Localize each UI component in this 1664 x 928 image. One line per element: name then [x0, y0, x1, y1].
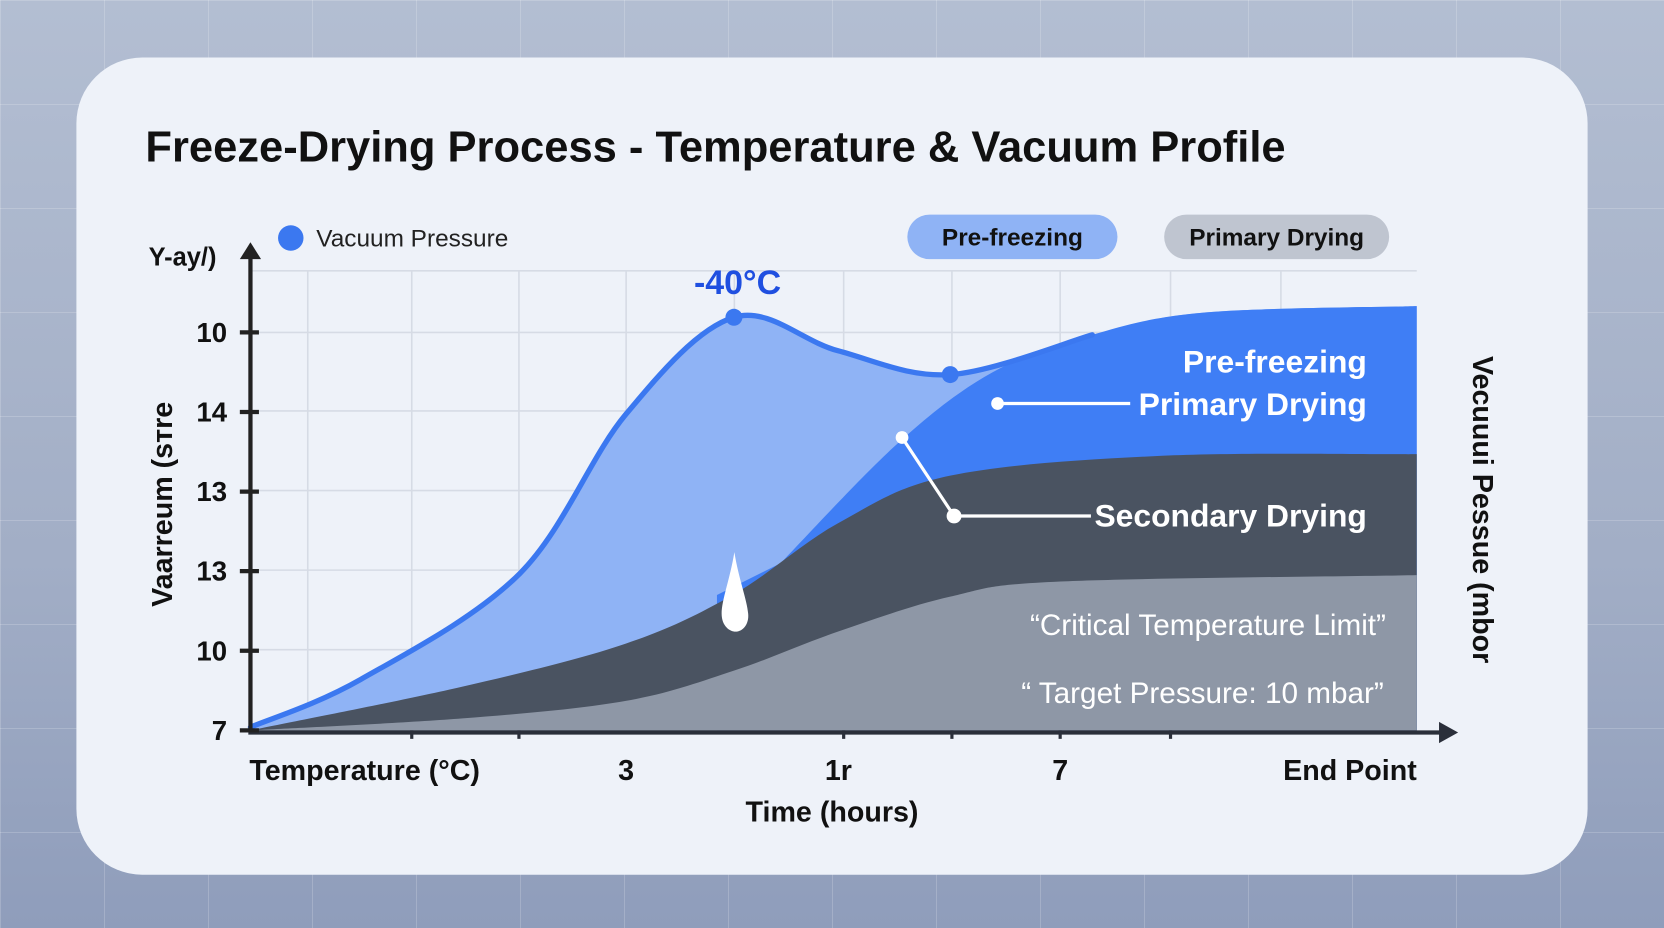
- y-tick-label: 14: [196, 397, 227, 428]
- pill-pre-freezing[interactable]: Pre-freezing: [907, 214, 1118, 260]
- x-tick-label: End Point: [1283, 755, 1417, 787]
- areas: [247, 306, 1417, 731]
- vacuum-pressure-line: [247, 312, 1095, 730]
- x-tick-label: Temperature (°C): [249, 755, 480, 787]
- legend-label: Vacuum Pressure: [316, 225, 508, 252]
- x-axis-label: Time (hours): [746, 797, 919, 829]
- pointer-dot: [991, 397, 1004, 410]
- y-axis-label: Vaarreum (sтre: [147, 402, 179, 607]
- note-target-pressure: “ Target Pressure: 10 mbar”: [1021, 677, 1384, 710]
- note-critical-temperature: “Critical Temperature Limit”: [1030, 609, 1386, 642]
- pointer-dot: [895, 431, 909, 444]
- pointer-dot: [946, 508, 962, 524]
- y-tick-label: 10: [196, 635, 227, 666]
- area-critical-limit: [250, 575, 1417, 731]
- x-axis-arrow-icon: [1439, 721, 1459, 744]
- chart-title: Freeze-Drying Process - Temperature & Va…: [145, 124, 1285, 172]
- band-label: Pre-freezing: [1183, 344, 1367, 380]
- x-tick-label: 1r: [825, 755, 852, 787]
- x-tick-label: 7: [1052, 755, 1068, 787]
- y-ticks: 10 14 13 13 10 7: [196, 317, 1173, 746]
- band-label: Secondary Drying: [1094, 498, 1366, 534]
- y-tick-label: 13: [196, 476, 227, 507]
- y-tick-label: 13: [196, 556, 227, 587]
- data-point: [725, 308, 743, 326]
- band-label: Primary Drying: [1139, 386, 1367, 422]
- pill-primary-drying[interactable]: Primary Drying: [1164, 214, 1390, 260]
- x-tick-label: 3: [618, 755, 634, 787]
- pill-label: Primary Drying: [1189, 224, 1364, 251]
- y-tick-label: 7: [212, 715, 227, 746]
- y-axis-arrow-icon: [239, 242, 262, 260]
- peak-label: -40°C: [694, 264, 781, 302]
- droplet-icon: [721, 552, 749, 632]
- y-tick-label: 10: [196, 317, 227, 348]
- data-point: [941, 366, 959, 384]
- y-axis-right-label: Vecuuui Pessue (mbor: [1466, 356, 1498, 663]
- annotations: -40°C Pre-freezing Primary Drying Second…: [694, 264, 1386, 710]
- legend-dot-icon: [278, 225, 304, 251]
- pill-label: Pre-freezing: [942, 224, 1083, 251]
- y-axis-top-label: Y-ay/): [149, 244, 217, 272]
